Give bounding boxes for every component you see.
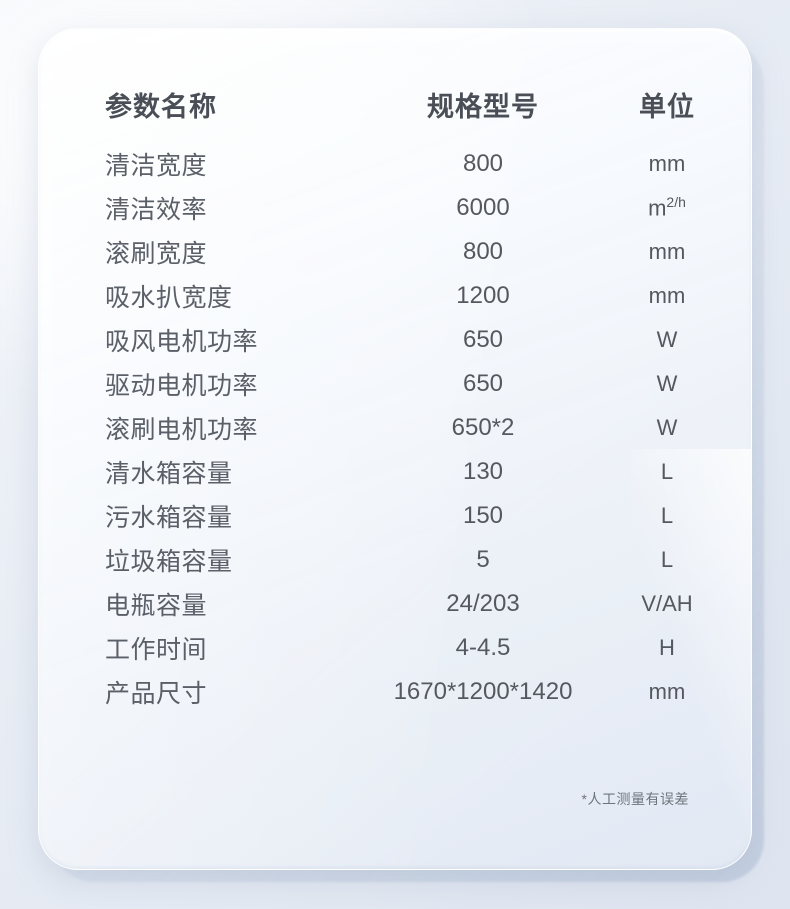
cell-specification: 5 xyxy=(476,546,490,573)
cell-unit: L xyxy=(603,547,731,573)
cell-specification: 1670*1200*1420 xyxy=(393,678,573,705)
cell-unit-base: V/AH xyxy=(641,591,693,616)
cell-unit: mm xyxy=(603,239,731,265)
cell-unit: mm xyxy=(603,151,731,177)
table-row: 垃圾箱容量 5 L xyxy=(83,538,707,582)
cell-parameter-name: 滚刷电机功率 xyxy=(105,416,259,444)
cell-parameter-name: 产品尺寸 xyxy=(105,680,208,708)
cell-specification: 6000 xyxy=(456,194,510,221)
cell-specification: 24/203 xyxy=(446,590,520,617)
header-specification: 规格型号 xyxy=(427,92,539,122)
cell-parameter-name: 吸风电机功率 xyxy=(105,328,259,356)
cell-unit: V/AH xyxy=(603,591,731,617)
spec-table: 参数名称 规格型号 单位 清洁宽度 800 mm 清洁效率 6000 m2/h 滚刷宽度 80… xyxy=(39,29,751,714)
cell-specification: 130 xyxy=(462,458,504,485)
cell-unit-base: mm xyxy=(648,239,686,264)
cell-unit-base: m xyxy=(648,195,667,221)
cell-parameter-name: 清洁宽度 xyxy=(105,152,208,180)
table-row: 工作时间 4-4.5 H xyxy=(83,626,707,670)
cell-unit-base: W xyxy=(656,327,678,352)
cell-parameter-name: 污水箱容量 xyxy=(105,504,233,532)
cell-unit: m2/h xyxy=(603,194,731,221)
cell-unit: W xyxy=(603,327,731,353)
cell-specification: 4-4.5 xyxy=(455,634,511,661)
table-header-row: 参数名称 规格型号 单位 xyxy=(83,85,707,124)
cell-unit-base: mm xyxy=(648,151,686,176)
cell-unit-base: L xyxy=(660,547,674,572)
cell-unit: L xyxy=(603,503,731,529)
table-row: 驱动电机功率 650 W xyxy=(83,362,707,406)
table-row: 电瓶容量 24/203 V/AH xyxy=(83,582,707,626)
table-row: 清水箱容量 130 L xyxy=(83,450,707,494)
cell-unit-base: mm xyxy=(648,283,686,308)
spec-card: 参数名称 规格型号 单位 清洁宽度 800 mm 清洁效率 6000 m2/h 滚刷宽度 80… xyxy=(38,28,752,870)
table-row: 清洁宽度 800 mm xyxy=(83,142,707,186)
cell-unit-base: L xyxy=(660,459,674,484)
cell-unit: W xyxy=(603,371,731,397)
cell-specification: 800 xyxy=(462,150,504,177)
cell-specification: 650*2 xyxy=(451,414,515,441)
table-row: 吸水扒宽度 1200 mm xyxy=(83,274,707,318)
cell-unit: L xyxy=(603,459,731,485)
cell-parameter-name: 垃圾箱容量 xyxy=(105,548,233,576)
cell-parameter-name: 吸水扒宽度 xyxy=(105,284,233,312)
cell-unit: mm xyxy=(603,283,731,309)
table-row: 滚刷电机功率 650*2 W xyxy=(83,406,707,450)
cell-specification: 800 xyxy=(462,238,504,265)
cell-unit: mm xyxy=(603,679,731,705)
cell-parameter-name: 清水箱容量 xyxy=(105,460,233,488)
table-body: 清洁宽度 800 mm 清洁效率 6000 m2/h 滚刷宽度 800 mm 吸水扒宽度 1200 m… xyxy=(83,142,707,714)
cell-specification: 1200 xyxy=(456,282,510,309)
cell-unit: W xyxy=(603,415,731,441)
cell-unit-base: H xyxy=(659,635,675,660)
header-unit: 单位 xyxy=(639,92,695,122)
table-row: 污水箱容量 150 L xyxy=(83,494,707,538)
cell-unit-base: W xyxy=(656,415,678,440)
cell-parameter-name: 驱动电机功率 xyxy=(105,372,259,400)
footnote: *人工测量有误差 xyxy=(581,791,689,807)
cell-parameter-name: 工作时间 xyxy=(105,636,208,664)
cell-specification: 150 xyxy=(462,502,504,529)
cell-specification: 650 xyxy=(462,370,504,397)
header-parameter-name: 参数名称 xyxy=(105,92,217,122)
table-row: 产品尺寸 1670*1200*1420 mm xyxy=(83,670,707,714)
table-row: 吸风电机功率 650 W xyxy=(83,318,707,362)
cell-parameter-name: 滚刷宽度 xyxy=(105,240,208,268)
cell-specification: 650 xyxy=(462,326,504,353)
table-row: 清洁效率 6000 m2/h xyxy=(83,186,707,230)
cell-unit-base: L xyxy=(660,503,674,528)
cell-parameter-name: 电瓶容量 xyxy=(105,592,208,620)
cell-unit: H xyxy=(603,635,731,661)
cell-parameter-name: 清洁效率 xyxy=(105,196,208,224)
cell-unit-base: mm xyxy=(648,679,686,704)
cell-unit-superscript: 2/h xyxy=(666,194,686,211)
cell-unit-base: W xyxy=(656,371,678,396)
table-row: 滚刷宽度 800 mm xyxy=(83,230,707,274)
